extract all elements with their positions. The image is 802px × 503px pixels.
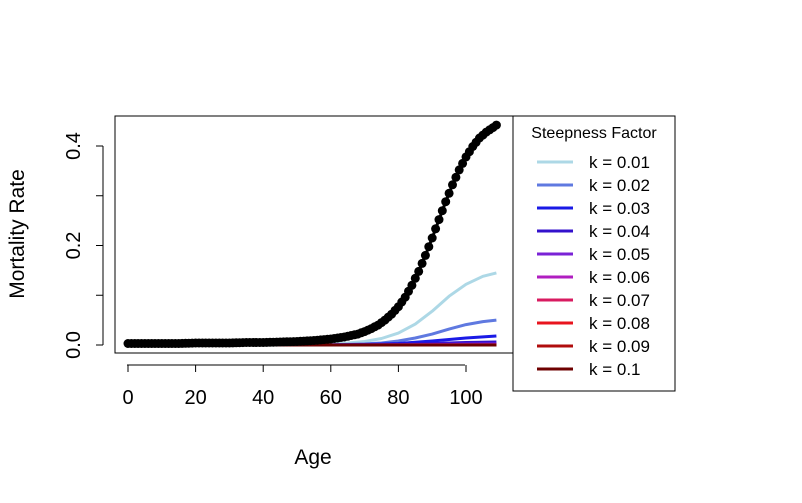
legend: Steepness Factor k = 0.01 k = 0.02 k = 0.0… bbox=[513, 116, 675, 391]
observed-point bbox=[421, 251, 430, 260]
observed-point bbox=[445, 189, 454, 198]
legend-label-3: k = 0.03 bbox=[589, 199, 650, 218]
observed-point bbox=[414, 267, 423, 276]
x-tick-label: 80 bbox=[387, 387, 409, 409]
observed-point bbox=[492, 121, 501, 130]
observed-point bbox=[435, 215, 444, 224]
legend-label-10: k = 0.1 bbox=[589, 360, 641, 379]
legend-title: Steepness Factor bbox=[531, 125, 657, 142]
x-axis-label: Age bbox=[294, 446, 331, 469]
legend-label-7: k = 0.07 bbox=[589, 291, 650, 310]
legend-label-9: k = 0.09 bbox=[589, 337, 650, 356]
x-tick-label: 20 bbox=[184, 387, 206, 409]
x-tick-label: 0 bbox=[122, 387, 133, 409]
y-ticks: 0.0 0.2 0.4 bbox=[63, 132, 103, 359]
y-tick-label: 0.4 bbox=[63, 132, 85, 160]
observed-point bbox=[424, 242, 433, 251]
legend-label-8: k = 0.08 bbox=[589, 314, 650, 333]
series-layer bbox=[128, 273, 496, 345]
y-tick-label: 0.2 bbox=[63, 232, 85, 260]
observed-point bbox=[431, 224, 440, 233]
legend-label-5: k = 0.05 bbox=[589, 245, 650, 264]
observed-line bbox=[128, 125, 496, 343]
y-tick-label: 0.0 bbox=[63, 331, 85, 359]
x-tick-label: 100 bbox=[449, 387, 482, 409]
observed-point bbox=[438, 206, 447, 215]
y-axis-label: Mortality Rate bbox=[6, 169, 29, 299]
legend-label-4: k = 0.04 bbox=[589, 222, 650, 241]
legend-label-6: k = 0.06 bbox=[589, 268, 650, 287]
x-ticks: 0 20 40 60 80 100 bbox=[122, 365, 482, 409]
observed-point bbox=[428, 234, 437, 243]
series-line-1 bbox=[128, 273, 496, 345]
observed-points bbox=[124, 121, 501, 348]
legend-label-2: k = 0.02 bbox=[589, 176, 650, 195]
x-tick-label: 60 bbox=[320, 387, 342, 409]
legend-label-1: k = 0.01 bbox=[589, 153, 650, 172]
x-tick-label: 40 bbox=[252, 387, 274, 409]
observed-point bbox=[418, 259, 427, 268]
observed-point bbox=[441, 197, 450, 206]
